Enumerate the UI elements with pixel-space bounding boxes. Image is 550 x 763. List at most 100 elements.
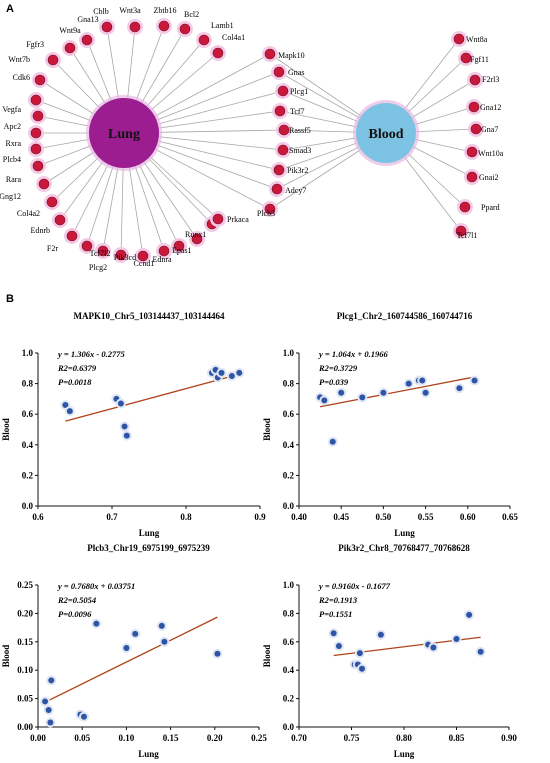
gene-node-fgf11 <box>460 52 472 64</box>
r-squared: R2=0.5054 <box>57 595 96 605</box>
gene-node-plcg1 <box>277 85 289 97</box>
gene-label-mapk10: Mapk10 <box>278 51 305 60</box>
gene-label-wnt8a: Wnt8a <box>466 35 488 44</box>
gene-label-f2r: F2r <box>47 244 58 253</box>
gene-node-wnt10a <box>466 146 478 158</box>
gene-node-f2rl3 <box>469 74 481 86</box>
y-tick-label: 0.15 <box>17 637 33 647</box>
gene-node-rassf5 <box>278 124 290 136</box>
gene-node-pik3r2 <box>273 164 285 176</box>
data-point <box>236 369 243 376</box>
data-point <box>419 377 426 384</box>
x-tick-label: 0.50 <box>376 512 392 522</box>
gene-node-mapk10 <box>264 48 276 60</box>
gene-node-plcb4 <box>32 160 44 172</box>
panel-b-letter: B <box>6 293 14 305</box>
data-point <box>359 665 365 672</box>
x-tick-label: 0.70 <box>291 733 307 743</box>
gene-label-ccnd1: Ccnd1 <box>134 259 155 268</box>
gene-node-col4a1 <box>212 47 224 59</box>
gene-node-pik3cd <box>137 250 149 262</box>
y-tick-label: 1.0 <box>283 580 295 590</box>
gene-label-ednrb: Ednrb <box>30 226 50 235</box>
data-point <box>117 400 124 407</box>
gene-node-ppard <box>459 201 471 213</box>
chart-title: Plcg1_Chr2_160744586_160744716 <box>337 311 473 321</box>
gene-label-wnt9a: Wnt9a <box>59 26 81 35</box>
gene-label-epas1: Epas1 <box>172 246 192 255</box>
data-point <box>218 369 225 376</box>
data-point <box>161 638 168 645</box>
data-point <box>321 397 328 404</box>
chart-title: MAPK10_Chr5_103144437_103144464 <box>74 311 225 321</box>
y-tick-label: 0.8 <box>283 608 295 618</box>
gene-node-tcf7l1 <box>455 225 467 237</box>
gene-label-bcl2: Bcl2 <box>184 10 199 19</box>
gene-node-ednra <box>173 240 185 252</box>
gene-node-gna7 <box>470 123 482 135</box>
x-tick-label: 0.6 <box>32 512 44 522</box>
x-tick-label: 0.90 <box>501 733 517 743</box>
y-axis-label: Blood <box>262 645 272 668</box>
x-tick-label: 0.85 <box>449 733 465 743</box>
gene-label-cdk6: Cdk6 <box>13 73 30 82</box>
data-point <box>422 389 429 396</box>
hub-label-lung: Lung <box>108 127 140 142</box>
x-tick-label: 0.65 <box>502 512 518 522</box>
y-tick-label: 1.0 <box>283 348 295 358</box>
gene-label-rara: Rara <box>6 175 22 184</box>
gene-node-gna13 <box>81 34 93 46</box>
y-axis-label: Blood <box>1 418 11 441</box>
data-point <box>123 645 130 652</box>
p-value: P=0.039 <box>319 377 349 387</box>
data-point <box>430 644 437 651</box>
r-squared: R2=0.1913 <box>318 595 358 605</box>
data-point <box>42 698 49 705</box>
x-tick-label: 0.15 <box>163 733 179 743</box>
y-tick-label: 0.20 <box>17 608 33 618</box>
regression-line <box>319 376 475 408</box>
gene-label-gna12: Gna12 <box>480 103 501 112</box>
chart-title: Pik3r2_Chr8_70768477_70768628 <box>338 543 470 553</box>
data-point <box>214 650 221 657</box>
x-tick-label: 0.20 <box>207 733 223 743</box>
gene-label-pik3r2: Pik3r2 <box>287 166 308 175</box>
hub-node-lung <box>89 98 159 168</box>
gene-label-prkaca: Prkaca <box>227 215 249 224</box>
network-diagram: Cblb Wnt3a Zbtb16 Bcl2 Lamb1 Col4a1 Gna13 Wnt9a… <box>0 6 504 272</box>
gene-node-vegfa <box>32 110 44 122</box>
data-point <box>47 719 54 726</box>
chart-3: Plcb3_Chr19_6975199_6975239 0.00 0.05 0.10 0… <box>1 543 267 759</box>
gene-label-gnai2: Gnai2 <box>479 173 499 182</box>
gene-label-wnt10a: Wnt10a <box>478 149 504 158</box>
gene-node-bcl2 <box>179 23 191 35</box>
data-point <box>80 713 87 720</box>
x-tick-label: 0.75 <box>344 733 360 743</box>
gene-node-cblb <box>101 21 113 33</box>
gene-label-tcf7l1: Tcf7l1 <box>457 231 478 240</box>
regression-equation: y = 1.306x - 0.2775 <box>57 349 125 359</box>
gene-node-smad3 <box>277 144 289 156</box>
x-axis-label: Lung <box>394 749 415 759</box>
x-tick-label: 0.05 <box>74 733 90 743</box>
gene-label-fgfr3: Fgfr3 <box>26 40 44 49</box>
data-point <box>45 706 52 713</box>
x-tick-label: 0.10 <box>119 733 135 743</box>
gene-node-gng12 <box>46 196 58 208</box>
data-point <box>380 389 387 396</box>
regression-line <box>44 616 218 703</box>
regression-equation: y = 0.7680x + 0.03751 <box>57 581 135 591</box>
gene-label-ednra: Ednra <box>152 255 172 264</box>
data-point <box>405 380 412 387</box>
gene-node-wnt9a <box>64 42 76 54</box>
gene-node-tcf7l2 <box>115 249 127 261</box>
data-point <box>62 402 69 409</box>
data-point <box>359 394 366 401</box>
gene-node-gnai2 <box>466 171 478 183</box>
x-tick-label: 0.80 <box>396 733 412 743</box>
gene-label-plcg2: Plcg2 <box>89 263 107 272</box>
data-point <box>477 648 484 655</box>
gene-node-tcf7 <box>274 105 286 117</box>
x-tick-label: 0.8 <box>180 512 192 522</box>
y-axis-label: Blood <box>262 418 272 441</box>
